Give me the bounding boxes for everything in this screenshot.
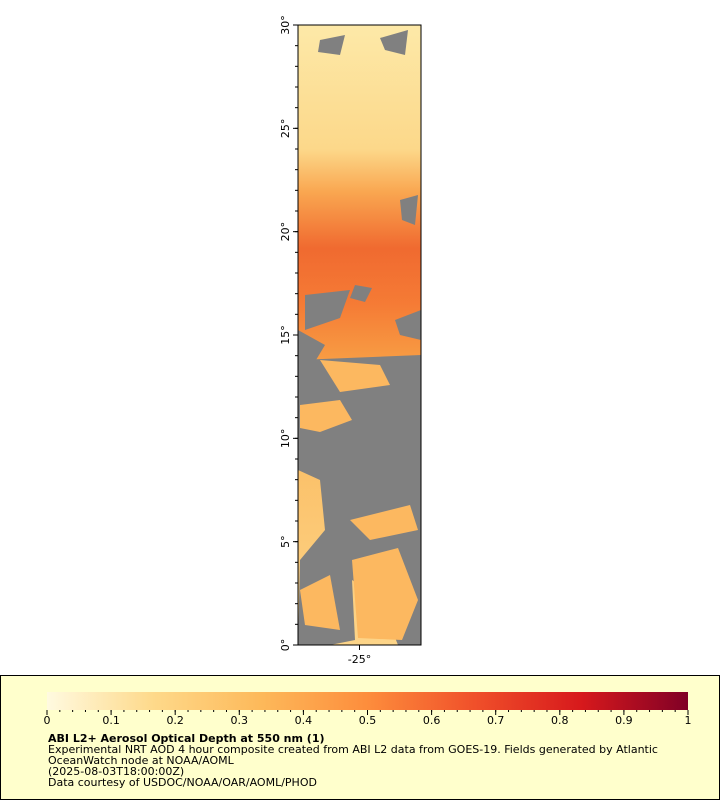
legend-line: Data courtesy of USDOC/NOAA/OAR/AOML/PHO…	[48, 776, 317, 789]
colorbar-tick-label: 0.7	[487, 714, 505, 727]
colorbar-tick-label: 0	[44, 714, 51, 727]
colorbar	[47, 692, 688, 710]
legend-title: ABI L2+ Aerosol Optical Depth at 550 nm …	[48, 732, 325, 745]
colorbar-tick-label: 0.5	[359, 714, 377, 727]
legend-line: OceanWatch node at NOAA/AOML	[48, 754, 235, 767]
legend-panel: 0 0.1 0.2 0.3 0.4 0.5 0.6 0.7 0.8 0.9 1 ABI L2+ Ae…	[0, 675, 720, 800]
lat-tick-label: 25°	[279, 119, 292, 139]
colorbar-tick-label: 0.8	[551, 714, 569, 727]
colorbar-tick-label: 1	[685, 714, 692, 727]
lat-tick-label: 15°	[279, 325, 292, 345]
colorbar-tick-label: 0.6	[423, 714, 441, 727]
legend-line: (2025-08-03T18:00:00Z)	[48, 765, 184, 778]
map-image	[297, 24, 422, 646]
lat-tick-label: 0°	[279, 639, 292, 652]
lat-tick-label: 30°	[279, 15, 292, 35]
map-axes: 0° 5° 10° 15° 20° 25° 30° -25°	[279, 15, 371, 666]
colorbar-tick-label: 0.1	[102, 714, 120, 727]
lon-tick-label: -25°	[348, 653, 371, 666]
lat-tick-label: 10°	[279, 429, 292, 449]
colorbar-tick-label: 0.9	[615, 714, 633, 727]
colorbar-tick-label: 0.2	[166, 714, 184, 727]
colorbar-tick-label: 0.3	[231, 714, 249, 727]
lat-tick-label: 5°	[279, 535, 292, 548]
lat-tick-label: 20°	[279, 222, 292, 242]
colorbar-tick-label: 0.4	[295, 714, 313, 727]
legend-line: Experimental NRT AOD 4 hour composite cr…	[48, 743, 658, 756]
